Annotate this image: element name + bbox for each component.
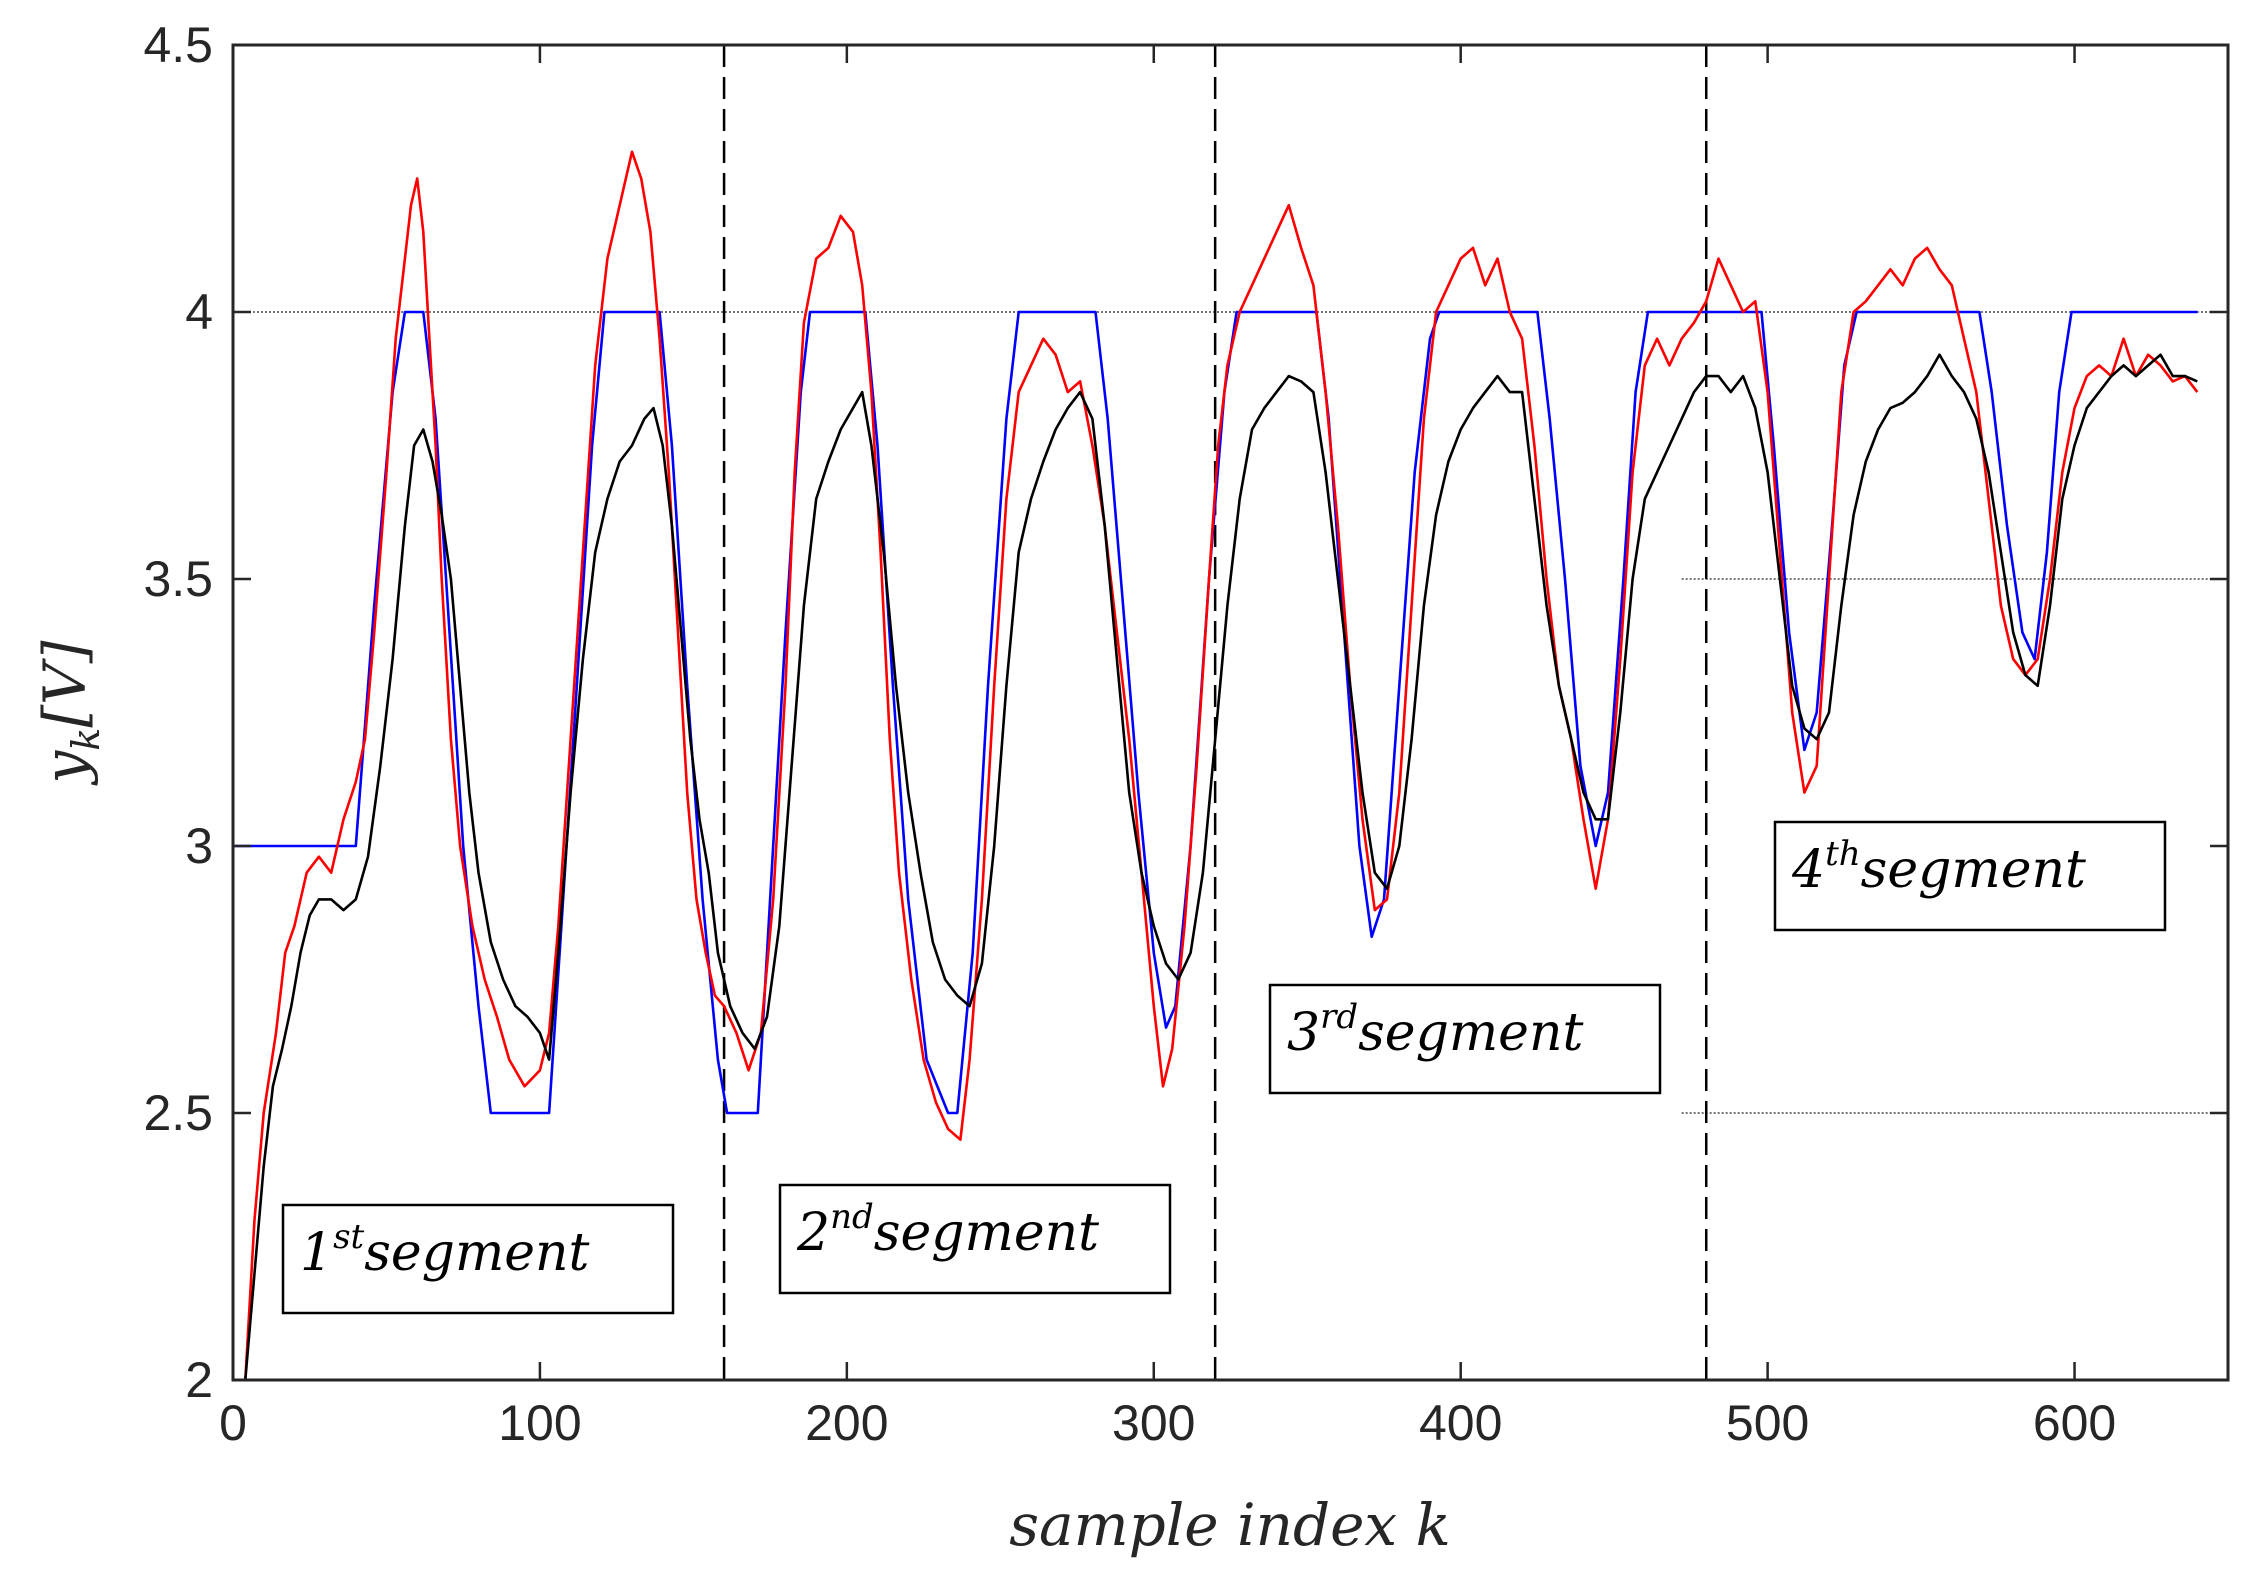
segment-2-number: 2 [796, 1203, 830, 1263]
segment-1-word: segment [364, 1223, 589, 1283]
x-tick-label-100: 100 [498, 1395, 581, 1451]
x-axis-label: sample index k [1009, 1491, 1450, 1559]
svg-text:4thsegment: 4thsegment [1791, 834, 2086, 900]
plot-frame [231, 43, 2230, 1382]
segment-label-2: 2ndsegment [778, 1183, 1172, 1295]
segment-label-4-box [1773, 820, 2167, 932]
y-tick-label-2.5: 2.5 [143, 1085, 213, 1141]
segment-3-word: segment [1358, 1003, 1583, 1063]
segment-label-3-box [1268, 983, 1662, 1095]
x-tick-label-300: 300 [1112, 1395, 1195, 1451]
x-tick-label-400: 400 [1419, 1395, 1502, 1451]
segment-2-word: segment [874, 1203, 1099, 1263]
segment-label-2-box [778, 1183, 1172, 1295]
y-tick-label-4.5: 4.5 [143, 17, 213, 73]
x-tick-label-600: 600 [2033, 1395, 2116, 1451]
segment-2-suffix: nd [830, 1197, 874, 1237]
segment-label-4: 4thsegment [1773, 820, 2167, 932]
segment-4-word: segment [1861, 840, 2086, 900]
series-output-black [244, 353, 2198, 1380]
segment-1-suffix: st [333, 1217, 364, 1257]
y-tick-label-4: 4 [185, 284, 213, 340]
reference-lines [233, 311, 2228, 1114]
svg-text:3rdsegment: 3rdsegment [1287, 997, 1583, 1063]
y-tick-label-2: 2 [185, 1352, 213, 1408]
y-tick-label-3: 3 [185, 818, 213, 874]
segment-label-3: 3rdsegment [1268, 983, 1662, 1095]
segment-3-suffix: rd [1320, 997, 1358, 1037]
segment-3-number: 3 [1287, 1003, 1320, 1063]
plot-background [233, 45, 2228, 1380]
axis-ticks [231, 43, 2228, 1382]
segment-label-1: 1stsegment [281, 1203, 675, 1315]
x-tick-label-200: 200 [805, 1395, 888, 1451]
segment-1-number: 1 [300, 1223, 333, 1283]
series-reference [233, 310, 2198, 1115]
y-axis-label-unit: [V] [31, 640, 99, 728]
series-output-red [244, 150, 2199, 1380]
y-axis-label-base: y [31, 749, 99, 786]
segment-4-suffix: th [1825, 834, 1861, 874]
axis-tick-labels: 0 100 200 300 400 500 600 2 2.5 3 3.5 4 4.5 [143, 17, 2116, 1451]
svg-text:1stsegment: 1stsegment [300, 1217, 590, 1283]
svg-text:2ndsegment: 2ndsegment [796, 1197, 1099, 1263]
series-layer [233, 150, 2199, 1380]
y-axis-label: yk[V] [31, 640, 108, 786]
y-tick-label-3.5: 3.5 [143, 551, 213, 607]
segment-label-1-box [281, 1203, 675, 1315]
x-tick-label-0: 0 [219, 1395, 247, 1451]
x-tick-label-500: 500 [1726, 1395, 1809, 1451]
segment-4-number: 4 [1791, 840, 1825, 900]
y-axis-label-sub: k [64, 728, 108, 751]
